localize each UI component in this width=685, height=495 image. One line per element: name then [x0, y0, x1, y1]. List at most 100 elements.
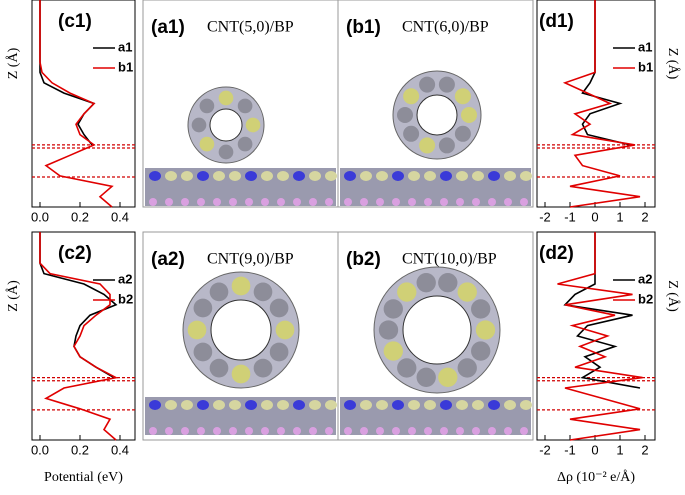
- atom: [277, 198, 285, 206]
- atom: [325, 400, 337, 410]
- tube-lobe: [419, 76, 436, 93]
- x-tick-label: -2: [539, 442, 551, 457]
- tube-lobe: [269, 298, 289, 318]
- atom: [277, 427, 285, 435]
- atom: [376, 400, 388, 410]
- atom: [392, 427, 400, 435]
- atom: [261, 171, 273, 181]
- atom: [245, 171, 257, 181]
- atom: [344, 427, 352, 435]
- tube-lobe: [253, 282, 273, 302]
- atom: [504, 400, 516, 410]
- x-tick-label: 1: [616, 209, 623, 224]
- atom: [392, 400, 404, 410]
- panel-caption: CNT(5,0)/BP: [207, 19, 294, 36]
- panel-caption: CNT(6,0)/BP: [402, 19, 489, 36]
- atom: [472, 427, 480, 435]
- atom: [197, 198, 205, 206]
- atom: [261, 400, 273, 410]
- atom: [360, 427, 368, 435]
- atom: [408, 427, 416, 435]
- x-tick-label: 0.4: [111, 442, 129, 457]
- series-line: [557, 232, 643, 441]
- tube-lobe: [454, 125, 471, 142]
- atom: [213, 198, 221, 206]
- panel-label: (a1): [151, 17, 185, 38]
- x-tick-label: 2: [641, 209, 648, 224]
- x-tick-label: -1: [564, 442, 576, 457]
- legend-label: a2: [118, 271, 132, 286]
- tube-lobe: [231, 276, 251, 296]
- panel-label: (b2): [346, 249, 381, 270]
- atom: [488, 171, 500, 181]
- atom: [165, 171, 177, 181]
- tube-lobe: [383, 341, 403, 361]
- atom: [197, 171, 209, 181]
- y-axis-label: Z (Å): [665, 48, 681, 80]
- tube-lobe: [253, 358, 273, 378]
- atom: [293, 400, 305, 410]
- series-line: [563, 232, 641, 389]
- atom: [440, 171, 452, 181]
- x-tick-label: -2: [539, 209, 551, 224]
- atom: [149, 171, 161, 181]
- panel-label: (a2): [151, 249, 185, 270]
- tube-lobe: [269, 342, 289, 362]
- atom: [520, 198, 528, 206]
- y-axis-label: Z (Å): [5, 280, 21, 312]
- tube-lobe: [438, 273, 458, 293]
- tube-lobe: [187, 320, 207, 340]
- atom: [181, 400, 193, 410]
- atom: [309, 171, 321, 181]
- atom: [165, 427, 173, 435]
- atom: [277, 171, 289, 181]
- atom: [325, 198, 333, 206]
- x-tick-label: 2: [641, 442, 648, 457]
- atom: [440, 400, 452, 410]
- tube-lobe: [457, 282, 477, 302]
- series-line: [562, 0, 641, 208]
- tube-lobe: [403, 125, 420, 142]
- legend-label: b1: [638, 59, 653, 74]
- tube-lobe: [193, 298, 213, 318]
- tube-lobe: [403, 88, 420, 105]
- legend-label: a1: [638, 39, 652, 54]
- tube-core: [210, 299, 272, 361]
- atom: [440, 427, 448, 435]
- tube-lobe: [193, 342, 213, 362]
- atom: [181, 171, 193, 181]
- tube-lobe: [209, 358, 229, 378]
- tube-lobe: [471, 299, 491, 319]
- tube-lobe: [231, 364, 251, 384]
- y-axis-label: Z (Å): [5, 47, 21, 79]
- atom: [245, 198, 253, 206]
- atom: [360, 400, 372, 410]
- plot-frame: [536, 231, 656, 441]
- atom: [360, 198, 368, 206]
- x-axis-label: Potential (eV): [44, 470, 123, 485]
- atom: [229, 171, 241, 181]
- legend-label: b2: [118, 291, 133, 306]
- atom: [472, 171, 484, 181]
- atom: [229, 198, 237, 206]
- x-tick-label: 0.0: [31, 442, 49, 457]
- tube-core: [416, 94, 458, 136]
- atom: [149, 400, 161, 410]
- tube-lobe: [209, 282, 229, 302]
- atom: [149, 198, 157, 206]
- atom: [376, 427, 384, 435]
- atom: [392, 198, 400, 206]
- tube-lobe: [397, 282, 417, 302]
- tube-core: [209, 108, 243, 142]
- atom: [293, 171, 305, 181]
- atom: [149, 427, 157, 435]
- atom: [360, 171, 372, 181]
- atom: [408, 171, 420, 181]
- atom: [344, 198, 352, 206]
- atom: [440, 198, 448, 206]
- atom: [344, 400, 356, 410]
- tube-lobe: [419, 137, 436, 154]
- x-tick-label: -1: [564, 209, 576, 224]
- atom: [309, 198, 317, 206]
